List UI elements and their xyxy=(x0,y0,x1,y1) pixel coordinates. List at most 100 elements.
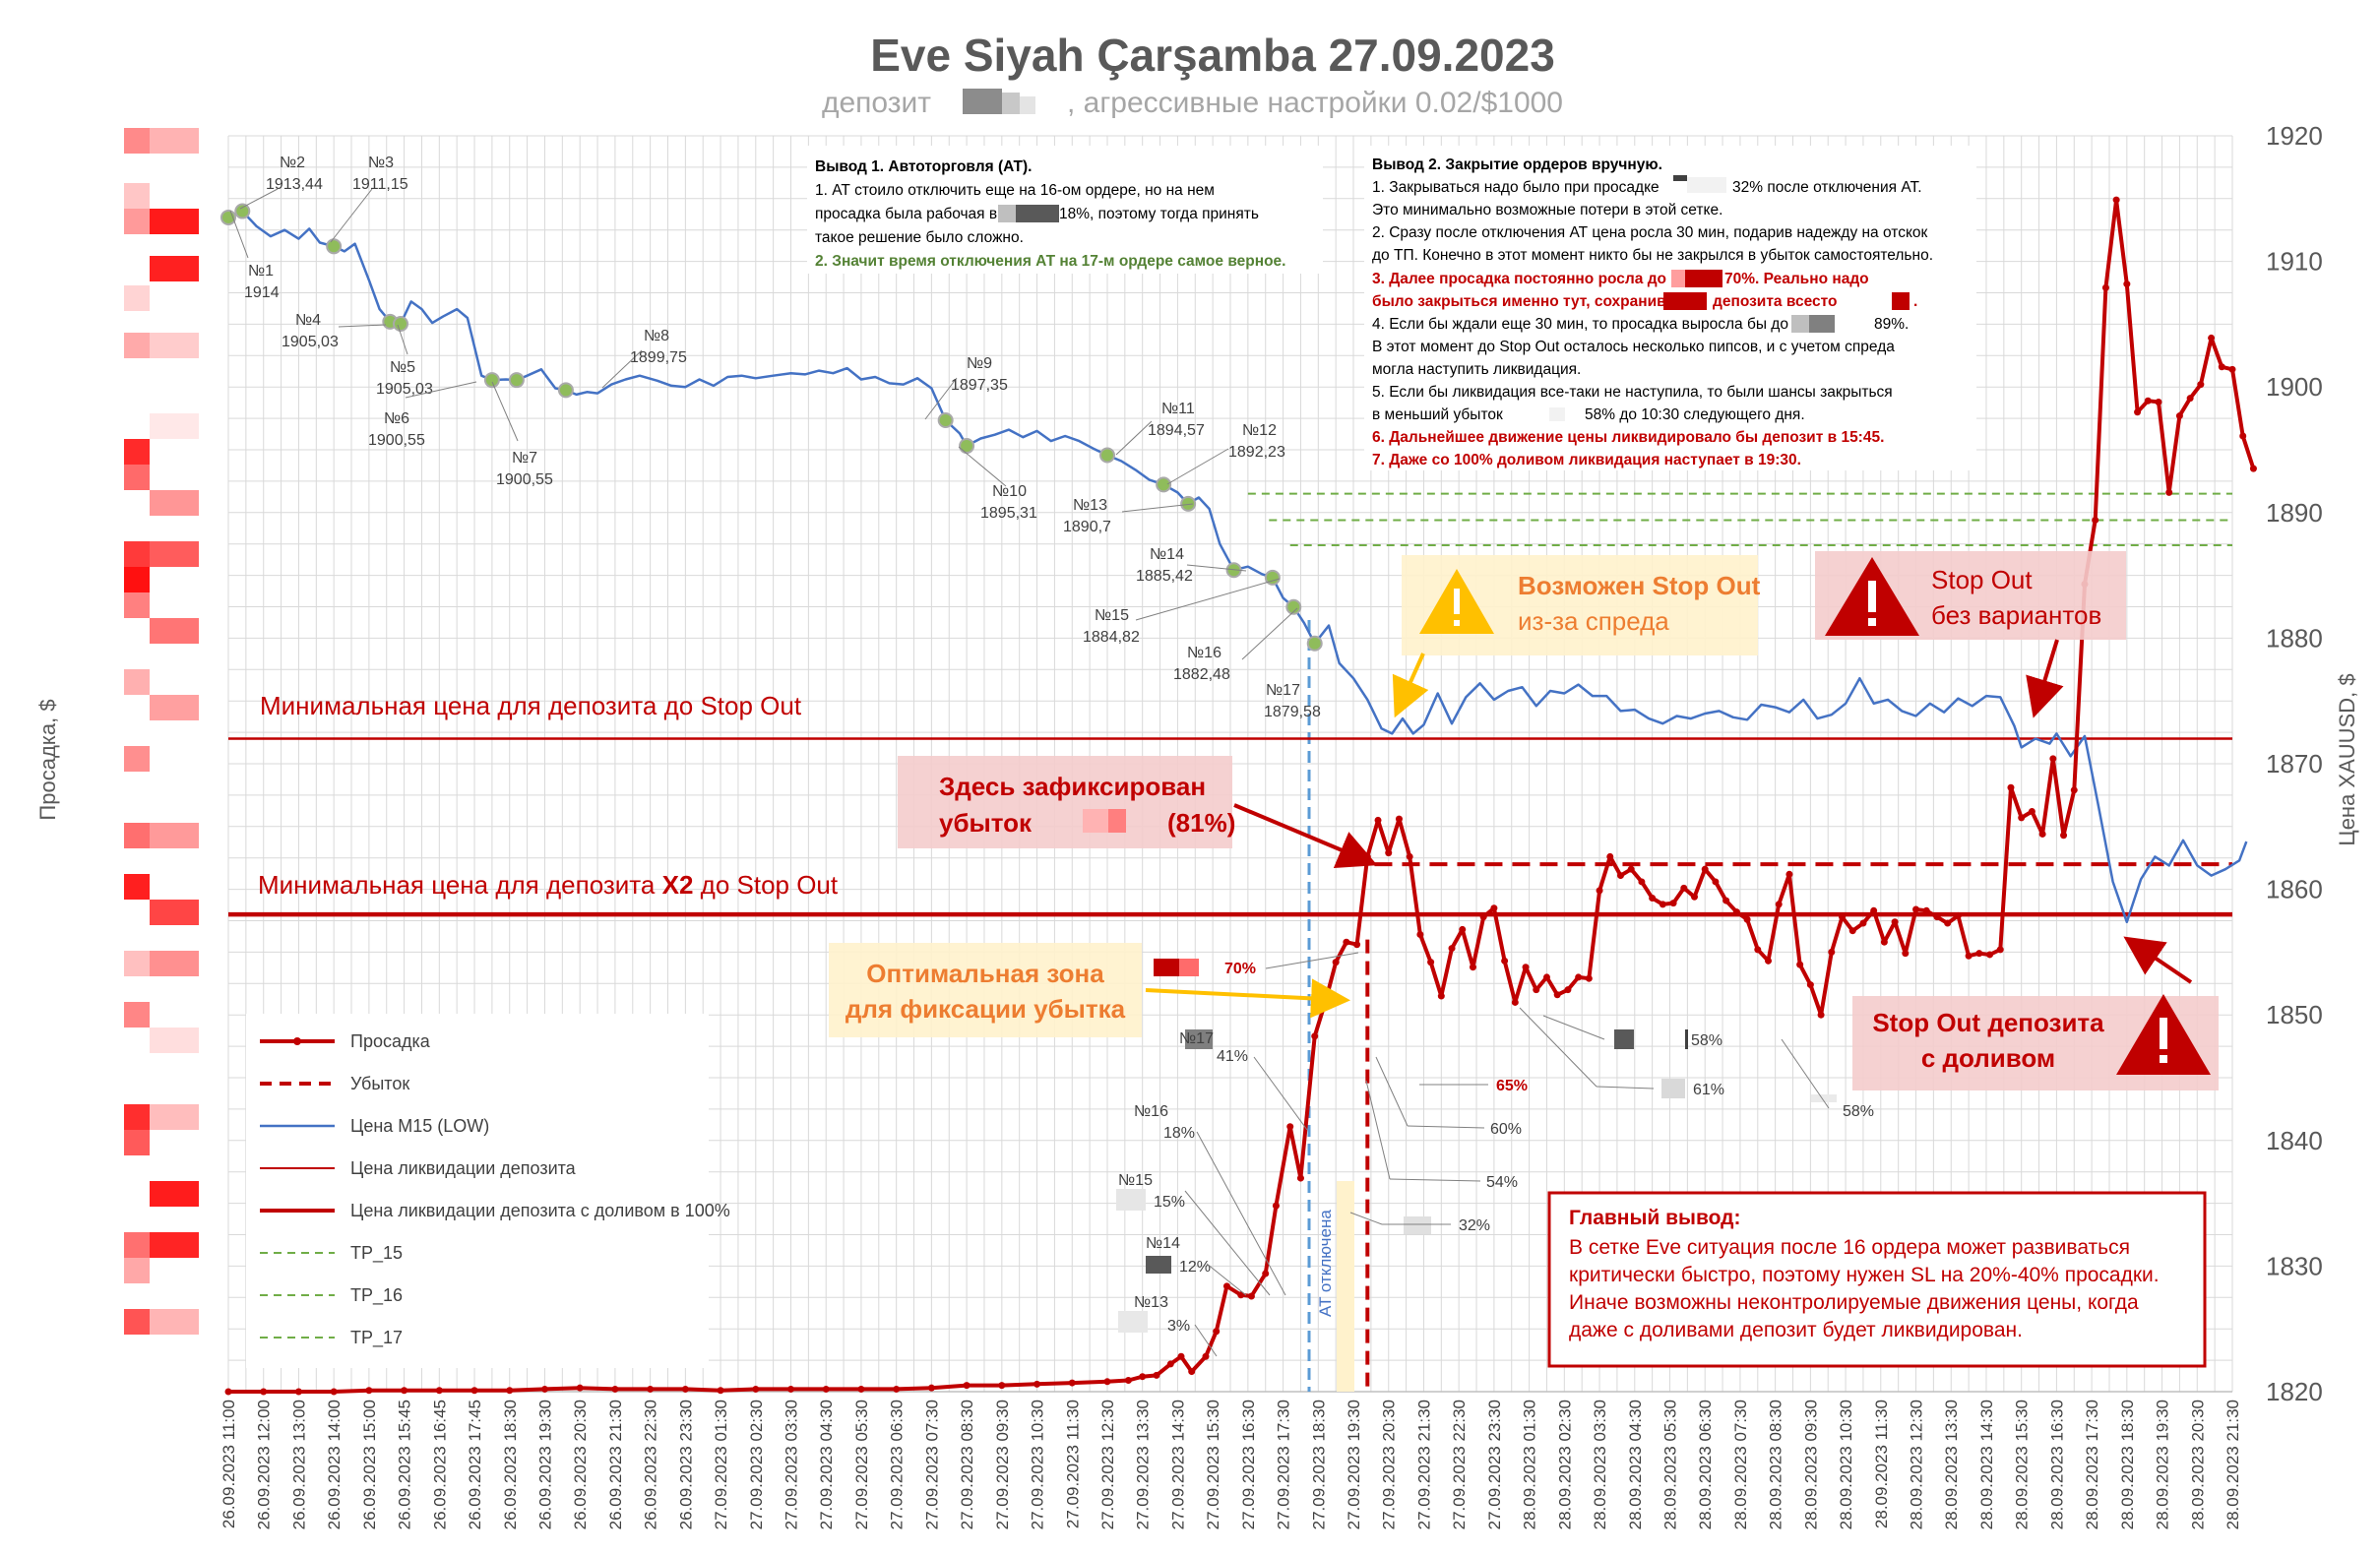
left-axis-title: Просадка, $ xyxy=(35,699,60,820)
legend-price: Цена M15 (LOW) xyxy=(350,1116,489,1136)
drawdown-point xyxy=(752,1385,760,1393)
conclusion-2-r3: 6. Дальнейшее движение цены ликвидировал… xyxy=(1372,429,1884,446)
order-1-label: №1 xyxy=(248,263,274,280)
x-tick-label: 28.09.2023 09:30 xyxy=(1801,1400,1820,1529)
x-tick-label: 27.09.2023 03:30 xyxy=(783,1400,801,1529)
order-8-label: №8 xyxy=(644,328,669,344)
conclusion-1-line-1: 1. АТ стоило отключить еще на 16-ом орде… xyxy=(815,182,1215,199)
conclusion-1-line-2: просадка была рабочая в xyxy=(815,206,997,222)
drawdown-point xyxy=(1332,959,1340,966)
order-7-label: №7 xyxy=(512,450,537,467)
x-tick-label: 28.09.2023 08:30 xyxy=(1767,1400,1785,1529)
drawdown-point xyxy=(1272,1202,1280,1210)
dd-15-label: №15 xyxy=(1118,1172,1153,1189)
x-tick-label: 27.09.2023 09:30 xyxy=(993,1400,1012,1529)
drawdown-point xyxy=(1922,906,1930,914)
order-marker-7 xyxy=(508,372,525,389)
callout-optimal-line-1: Оптимальная зона xyxy=(866,959,1104,988)
drawdown-point xyxy=(1437,992,1445,1000)
right-axis-title: Цена XAUUSD, $ xyxy=(2335,673,2359,845)
conclusion-2-l5b: 89%. xyxy=(1874,316,1909,333)
y-tick-label: 1840 xyxy=(2266,1126,2323,1155)
callout-spread-line-2: из-за спреда xyxy=(1518,606,1669,636)
x-tick-label: 28.09.2023 18:30 xyxy=(2118,1400,2137,1529)
drawdown-point xyxy=(1262,1270,1270,1277)
drawdown-point xyxy=(2038,830,2046,838)
drawdown-point xyxy=(1564,986,1572,994)
drawdown-point xyxy=(1701,865,1709,873)
drawdown-point xyxy=(1177,1352,1185,1360)
order-4-value: 1905,03 xyxy=(282,334,339,350)
order-3-label: №3 xyxy=(368,155,394,171)
x-tick-label: 28.09.2023 17:30 xyxy=(2083,1400,2101,1529)
drawdown-point xyxy=(1616,872,1624,880)
y-tick-label: 1820 xyxy=(2266,1377,2323,1406)
y-tick-label: 1920 xyxy=(2266,121,2323,151)
x-tick-label: 28.09.2023 12:30 xyxy=(1908,1400,1926,1529)
dd-17-value: 41% xyxy=(1217,1048,1248,1065)
drawdown-point xyxy=(1311,1032,1319,1040)
conclusion-2-l8: 5. Если бы ликвидация все-таки не наступ… xyxy=(1372,384,1893,401)
order-9-label: №9 xyxy=(967,355,992,372)
drawdown-point xyxy=(365,1387,373,1395)
callout-no-chance-line-2: без вариантов xyxy=(1931,600,2101,630)
callout-no-chance: Stop Out без вариантов xyxy=(1815,551,2126,718)
x-tick-label: 27.09.2023 07:30 xyxy=(922,1400,941,1529)
order-9-value: 1897,35 xyxy=(951,377,1008,394)
drawdown-point xyxy=(1649,895,1657,903)
order-16-label: №16 xyxy=(1187,645,1221,661)
x-tick-label: 26.09.2023 15:00 xyxy=(360,1400,379,1529)
conclusion-2-l3: 2. Сразу после отключения АТ цена росла … xyxy=(1372,224,1928,241)
legend: Просадка Убыток Цена M15 (LOW) Цена ликв… xyxy=(246,1014,730,1368)
order-marker-6 xyxy=(483,372,500,389)
dd-54-value: 54% xyxy=(1486,1174,1518,1191)
order-11-value: 1894,57 xyxy=(1148,422,1205,439)
drawdown-point xyxy=(1659,901,1666,908)
drawdown-point xyxy=(1785,870,1793,878)
order-marker-17 xyxy=(1306,635,1323,652)
x-tick-label: 27.09.2023 10:30 xyxy=(1029,1400,1047,1529)
order-17-value: 1879,58 xyxy=(1264,704,1321,720)
drawdown-point xyxy=(2060,832,2068,840)
redacted-left-axis xyxy=(124,128,199,1335)
drawdown-point xyxy=(540,1385,548,1393)
drawdown-point xyxy=(1575,973,1583,981)
liquidation-x2-label: Минимальная цена для депозита X2 до Stop… xyxy=(258,870,839,900)
conclusion-2-r1a: 3. Далее просадка постоянно росла до xyxy=(1372,271,1666,287)
order-marker-16 xyxy=(1285,598,1302,615)
conclusion-1-green: 2. Значит время отключения АТ на 17-м ор… xyxy=(815,253,1286,270)
x-tick-label: 28.09.2023 04:30 xyxy=(1626,1400,1645,1529)
dd-58a-value: 58% xyxy=(1691,1032,1722,1049)
conclusion-2-l5a: 4. Если бы ждали еще 30 мин, то просадка… xyxy=(1372,316,1788,333)
x-tick-label: 28.09.2023 06:30 xyxy=(1696,1400,1715,1529)
order-5-label: №5 xyxy=(390,359,415,376)
callout-loss-line-2b: (81%) xyxy=(1167,808,1235,838)
drawdown-point xyxy=(1722,897,1730,904)
drawdown-point xyxy=(681,1385,689,1393)
order-11-label: №11 xyxy=(1161,401,1195,417)
x-tick-label: 27.09.2023 21:30 xyxy=(1414,1400,1433,1529)
callout-loss-line-2a: убыток xyxy=(939,808,1033,838)
drawdown-point xyxy=(647,1385,655,1393)
legend-drawdown: Просадка xyxy=(350,1031,431,1051)
y-tick-label: 1870 xyxy=(2266,749,2323,778)
main-conclusion-line-3: Иначе возможны неконтролируемые движения… xyxy=(1569,1291,2139,1314)
callout-loss-line-1: Здесь зафиксирован xyxy=(939,772,1206,801)
x-tick-label: 26.09.2023 20:30 xyxy=(571,1400,590,1529)
dd-61-value: 61% xyxy=(1693,1082,1724,1098)
drawdown-point xyxy=(1817,1011,1825,1019)
drawdown-point xyxy=(1828,948,1836,956)
drawdown-point xyxy=(1237,1291,1245,1299)
x-tick-label: 26.09.2023 15:45 xyxy=(396,1400,414,1529)
x-tick-label: 26.09.2023 22:30 xyxy=(642,1400,660,1529)
chart-subtitle-start: депозит xyxy=(822,87,931,119)
drawdown-point xyxy=(401,1387,408,1395)
redacted-deposit xyxy=(963,89,1002,114)
legend-tp16: TP_16 xyxy=(350,1285,403,1306)
drawdown-point xyxy=(1416,931,1424,939)
conclusion-2-l2: Это минимально возможные потери в этой с… xyxy=(1372,202,1722,218)
x-tick-label: 27.09.2023 04:30 xyxy=(817,1400,836,1529)
x-tick-label: 27.09.2023 06:30 xyxy=(888,1400,907,1529)
drawdown-point xyxy=(1501,957,1509,965)
